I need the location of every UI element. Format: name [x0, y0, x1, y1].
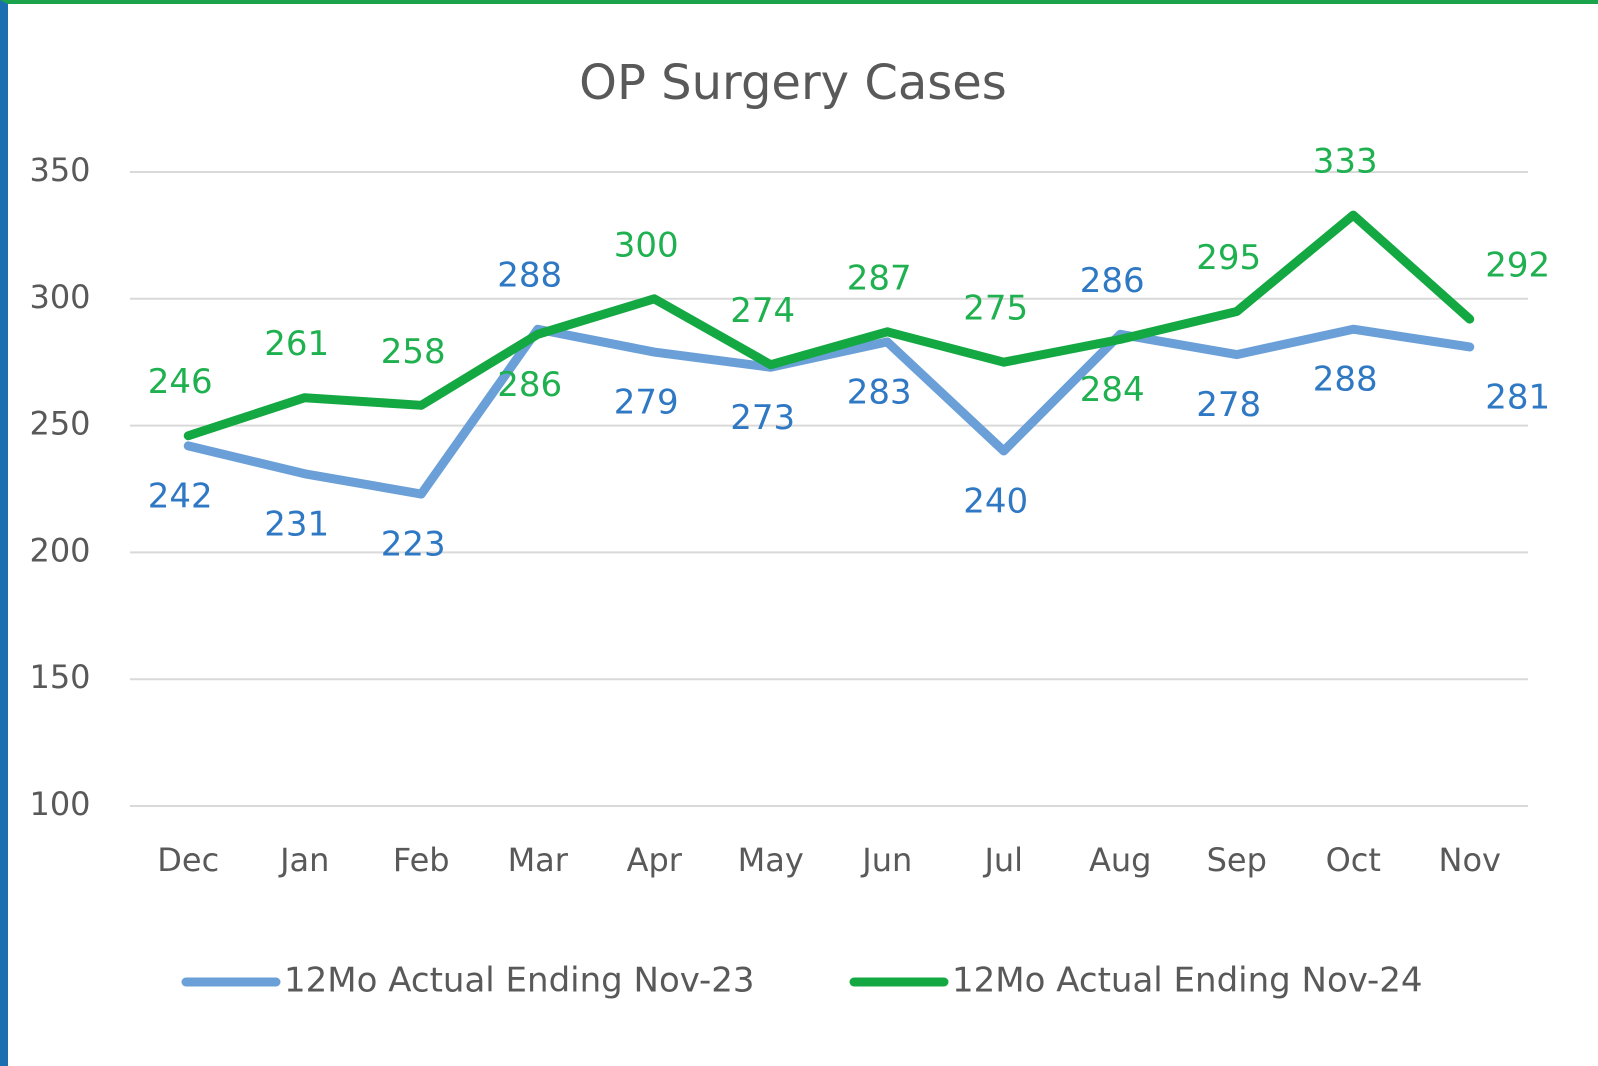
data-label: 240 — [963, 481, 1028, 521]
data-label: 261 — [264, 324, 329, 364]
data-label: 300 — [614, 225, 679, 265]
x-tick-label: Oct — [1326, 841, 1381, 879]
x-tick-label: Nov — [1439, 841, 1501, 879]
y-tick-label: 300 — [29, 278, 90, 316]
data-label: 258 — [381, 332, 446, 372]
data-label: 292 — [1485, 246, 1550, 286]
data-label: 281 — [1485, 377, 1550, 417]
data-label: 246 — [148, 362, 213, 402]
data-label: 288 — [1313, 360, 1378, 400]
y-tick-label: 100 — [29, 785, 90, 823]
x-tick-label: Apr — [627, 841, 683, 879]
data-label: 273 — [730, 398, 795, 438]
data-label: 274 — [730, 291, 795, 331]
data-label: 287 — [847, 258, 912, 298]
chart-title: OP Surgery Cases — [579, 55, 1007, 111]
y-tick-label: 350 — [29, 151, 90, 189]
chart: OP Surgery Cases 100 150 200 250 300 350 Dec Ja… — [29, 55, 1550, 1001]
x-tick-label: Feb — [393, 841, 450, 879]
x-tick-label: Jan — [278, 841, 329, 879]
series-line — [183, 324, 1475, 499]
x-tick-label: Aug — [1089, 841, 1151, 879]
data-label: 288 — [497, 256, 562, 296]
x-tick-label: May — [738, 841, 804, 879]
data-label: 283 — [847, 372, 912, 412]
y-tick-label: 150 — [29, 658, 90, 696]
data-label: 279 — [614, 383, 679, 423]
data-label: 231 — [264, 504, 329, 544]
x-tick-label: Sep — [1207, 841, 1267, 879]
x-tick-label: Mar — [508, 841, 569, 879]
x-tick-label: Dec — [157, 841, 219, 879]
data-label: 242 — [148, 476, 213, 516]
data-label: 286 — [497, 365, 562, 405]
y-tick-label: 200 — [29, 531, 90, 569]
data-label: 284 — [1080, 370, 1145, 410]
x-tick-label: Jun — [860, 841, 912, 879]
x-tick-label: Jul — [982, 841, 1023, 879]
data-label: 275 — [963, 289, 1028, 329]
data-label: 278 — [1196, 385, 1261, 425]
data-label: 286 — [1080, 261, 1145, 301]
data-label: 295 — [1196, 238, 1261, 278]
data-label: 223 — [381, 525, 446, 565]
legend-label: 12Mo Actual Ending Nov-24 — [952, 961, 1423, 1001]
legend-label: 12Mo Actual Ending Nov-23 — [284, 961, 755, 1001]
data-label: 333 — [1313, 142, 1378, 182]
series-line — [183, 210, 1475, 441]
y-tick-label: 250 — [29, 405, 90, 443]
